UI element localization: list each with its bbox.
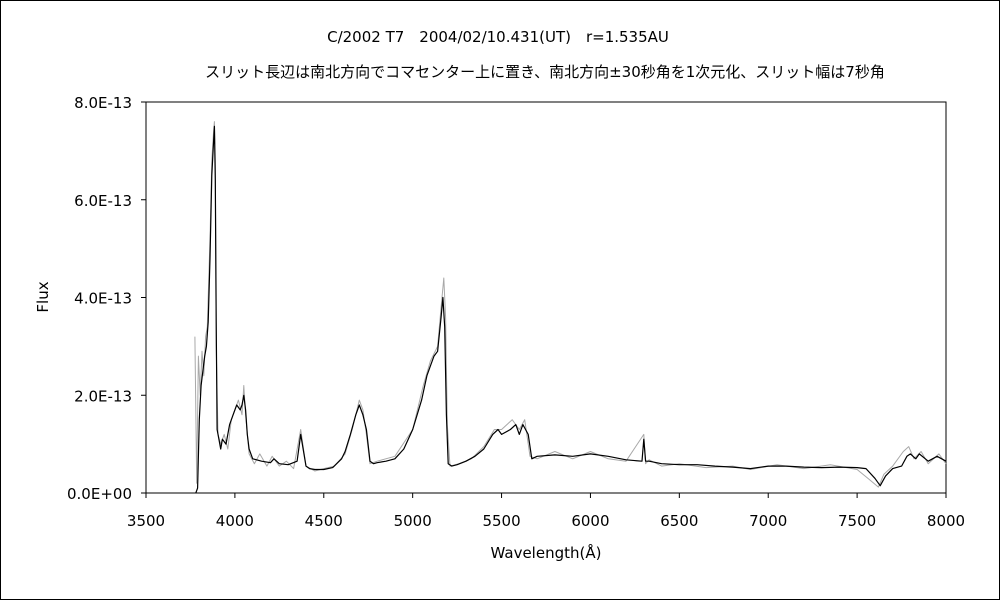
series-layer xyxy=(194,121,947,494)
chart-subtitle: スリット長辺は南北方向でコマセンター上に置き、南北方向±30秒角を1次元化、スリ… xyxy=(205,63,885,81)
x-tick-label: 5500 xyxy=(482,512,520,530)
y-tick-label: 2.0E-13 xyxy=(74,387,132,405)
x-tick-label: 7500 xyxy=(838,512,876,530)
x-tick-label: 4500 xyxy=(305,512,343,530)
y-tick-label: 4.0E-13 xyxy=(74,290,132,308)
series-line-black xyxy=(195,125,947,494)
x-tick-label: 4000 xyxy=(216,512,254,530)
x-tick-label: 7000 xyxy=(749,512,787,530)
x-tick-label: 6000 xyxy=(571,512,609,530)
chart-title: C/2002 T7 2004/02/10.431(UT) r=1.535AU xyxy=(327,28,669,46)
y-tick-label: 6.0E-13 xyxy=(74,192,132,210)
x-axis-label: Wavelength(Å) xyxy=(491,543,602,562)
plot-area xyxy=(145,101,947,494)
x-tick-label: 8000 xyxy=(927,512,965,530)
x-tick-label: 5000 xyxy=(394,512,432,530)
y-tick-label: 8.0E-13 xyxy=(74,94,132,112)
y-tick-label: 0.0E+00 xyxy=(67,485,132,503)
x-tick-label: 3500 xyxy=(127,512,165,530)
x-tick-label: 6500 xyxy=(660,512,698,530)
y-axis-label: Flux xyxy=(34,281,52,312)
x-axis: 3500 4000 4500 5000 5500 6000 6500 7000 7500 8000 xyxy=(127,493,965,530)
y-axis: 0.0E+00 2.0E-13 4.0E-13 6.0E-13 8.0E-13 xyxy=(67,94,146,503)
